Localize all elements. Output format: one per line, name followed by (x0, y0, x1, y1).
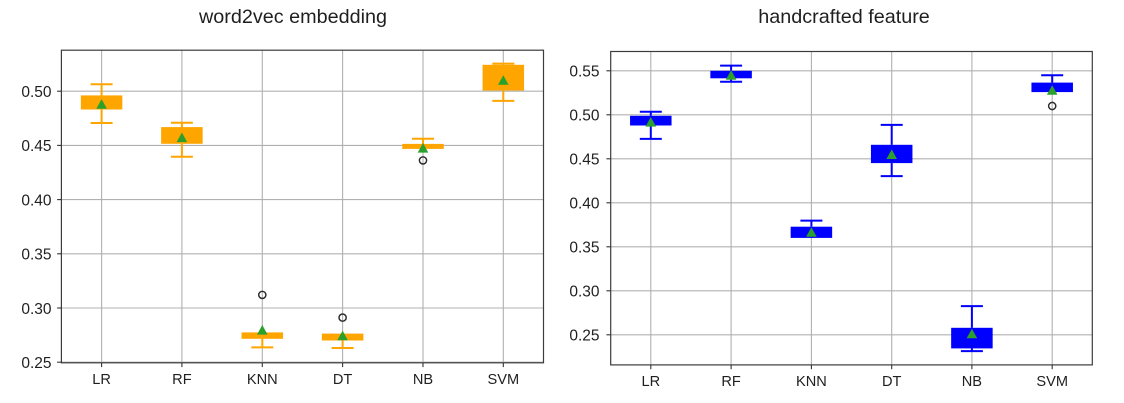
svg-text:0.35: 0.35 (569, 240, 599, 257)
svg-text:0.55: 0.55 (569, 64, 599, 81)
svg-text:0.50: 0.50 (569, 108, 600, 125)
svg-text:LR: LR (641, 374, 660, 390)
svg-text:handcrafted feature: handcrafted feature (758, 6, 930, 28)
svg-text:0.45: 0.45 (569, 152, 599, 169)
svg-text:0.30: 0.30 (569, 284, 600, 301)
svg-text:0.30: 0.30 (21, 301, 52, 318)
svg-text:0.40: 0.40 (21, 192, 52, 209)
svg-text:0.45: 0.45 (21, 138, 51, 155)
svg-text:0.25: 0.25 (21, 355, 51, 372)
svg-text:NB: NB (413, 372, 433, 388)
svg-text:0.25: 0.25 (569, 328, 599, 345)
svg-text:NB: NB (962, 374, 982, 390)
svg-text:SVM: SVM (487, 372, 519, 388)
svg-text:RF: RF (172, 372, 192, 388)
svg-text:RF: RF (721, 374, 741, 390)
svg-text:SVM: SVM (1036, 374, 1068, 390)
svg-text:KNN: KNN (247, 372, 278, 388)
svg-text:DT: DT (882, 374, 902, 390)
svg-text:LR: LR (92, 372, 111, 388)
svg-text:0.35: 0.35 (21, 247, 51, 264)
svg-text:0.50: 0.50 (21, 84, 52, 101)
svg-text:KNN: KNN (796, 374, 827, 390)
svg-text:word2vec embedding: word2vec embedding (198, 6, 387, 28)
svg-text:0.40: 0.40 (569, 196, 600, 213)
svg-text:DT: DT (333, 372, 353, 388)
